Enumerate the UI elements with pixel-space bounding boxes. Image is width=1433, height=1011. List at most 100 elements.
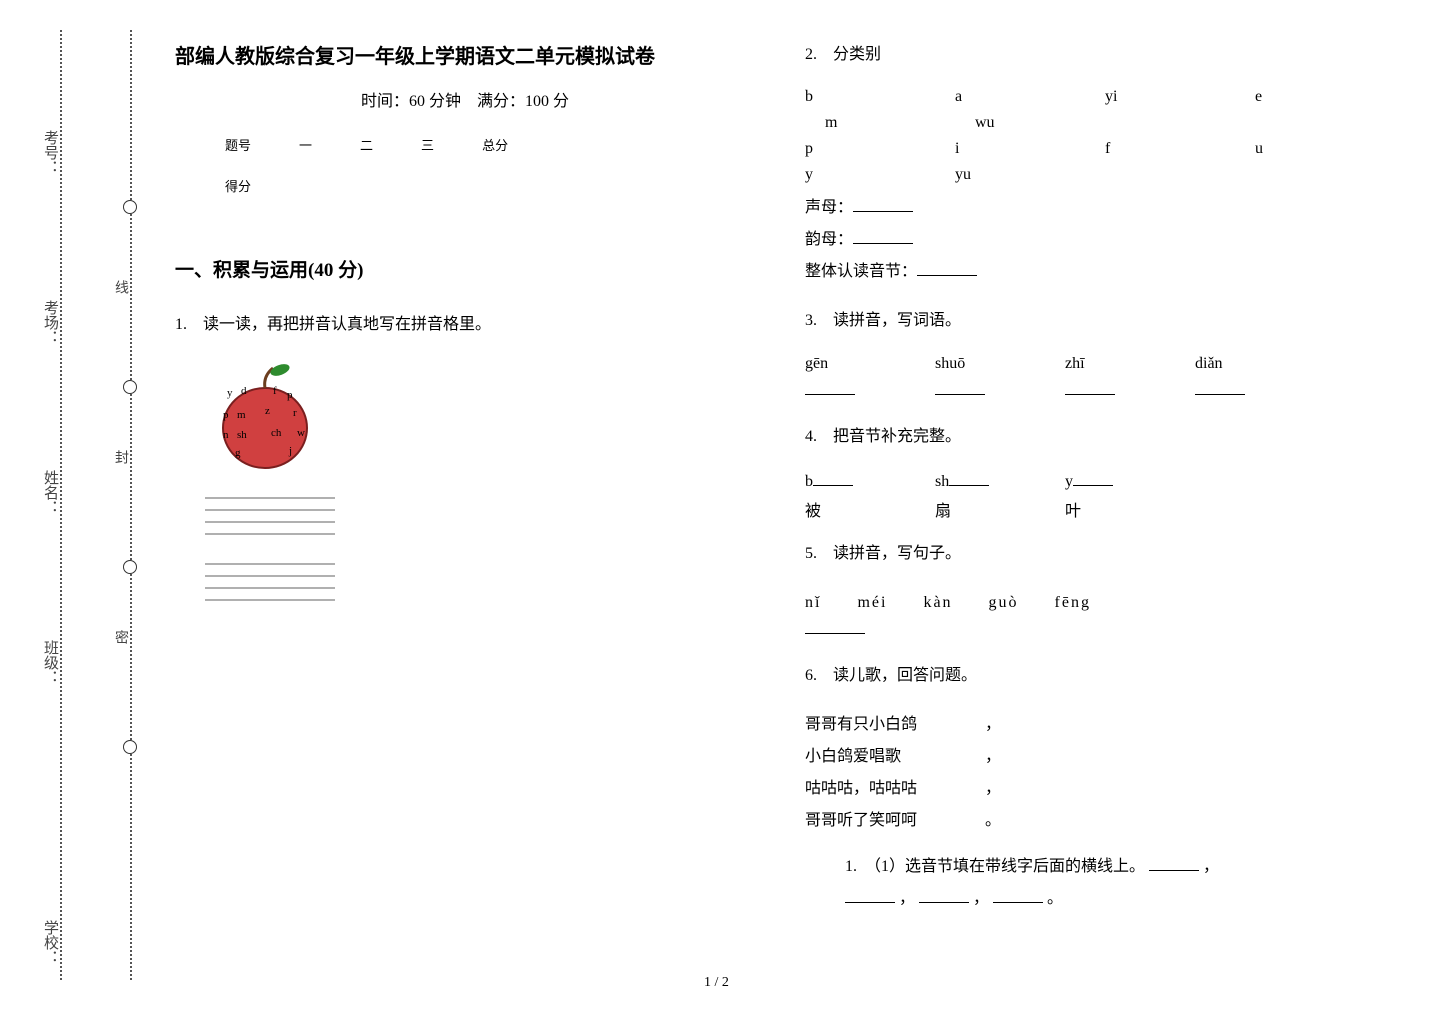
q4-item: sh [935,470,1015,491]
answer-line [205,509,335,511]
score-cell: 得分 [225,176,251,195]
label-zhengti: 整体认读音节： [805,263,917,280]
score-cell: 题号 [225,135,251,154]
question-4: 4. 把音节补充完整。 [805,422,1385,452]
pinyin-cell: f [1105,140,1255,158]
svg-text:sh: sh [237,429,247,441]
pinyin-grid-row3: p i f u [805,140,1385,158]
pinyin-grid-row1: b a yi e [805,88,1385,106]
label-yunmu: 韵母： [805,231,853,248]
svg-text:m: m [237,409,246,421]
svg-text:p: p [287,389,293,401]
svg-text:j: j [288,445,292,457]
svg-text:d: d [241,385,247,397]
q3-blank-row [805,379,1385,400]
seal-text-mi: 密 [110,630,130,662]
poem-punct: 。 [985,805,1001,837]
apple-diagram: y d f p p m z r n sh ch w g j [205,358,755,483]
q5-pinyin-sentence: nǐ méi kàn guò fēng [805,588,1385,612]
score-cell: 三 [421,135,434,154]
poem-text: 咕咕咕，咕咕咕 [805,773,985,805]
answer-line [205,599,335,601]
side-label-school: 学校： [40,920,61,965]
pinyin-cell: yi [1105,88,1255,106]
pinyin-word: zhī [1065,355,1145,373]
answer-line [205,533,335,535]
blank [845,887,895,903]
question-1: 1. 读一读，再把拼音认真地写在拼音格里。 [175,310,755,340]
question-5: 5. 读拼音，写句子。 [805,539,1385,569]
q3-pinyin-row: gēn shuō zhī diǎn [805,355,1385,373]
poem-line: 哥哥有只小白鸽， [805,709,1385,741]
pinyin-word: diǎn [1195,355,1275,373]
poem-text: 哥哥有只小白鸽 [805,709,985,741]
q4-pinyin-row: b sh y [805,470,1385,491]
answer-line [205,521,335,523]
pinyin-word: shuō [935,355,1015,373]
pinyin-cell: wu [975,114,1125,132]
poem-text: 哥哥听了笑呵呵 [805,805,985,837]
punct: ， [1203,858,1219,875]
pinyin-cell: i [955,140,1105,158]
blank [935,379,985,395]
side-label-exam-room: 考场： [40,300,61,345]
question-2: 2. 分类别 [805,40,1385,70]
pinyin-cell: m [825,114,975,132]
binding-line-inner [130,30,132,980]
right-column: 2. 分类别 b a yi e m wu p i f u y yu 声母： 韵母… [805,40,1385,915]
svg-text:z: z [265,405,270,417]
pinyin-cell: a [955,88,1105,106]
poem-line: 咕咕咕，咕咕咕， [805,773,1385,805]
pinyin-word: gēn [805,355,885,373]
poem-line: 哥哥听了笑呵呵。 [805,805,1385,837]
side-label-class: 班级： [40,640,61,685]
svg-text:ch: ch [271,427,282,439]
yunmu-line: 韵母： [805,224,1385,256]
poem-text: 小白鸽爱唱歌 [805,741,985,773]
punct: 。 [1047,890,1063,907]
q6-subquestion: 1. （1）选音节填在带线字后面的横线上。 ， ， ， 。 [845,851,1385,915]
punct: ， [899,890,915,907]
q4-item: y [1065,470,1145,491]
apple-icon: y d f p p m z r n sh ch w g j [205,358,325,478]
poem-punct: ， [985,741,1001,773]
punct: ， [973,890,989,907]
side-label-exam-id: 考号： [40,130,61,175]
score-header-row: 题号 一 二 三 总分 [225,135,755,154]
svg-text:r: r [293,407,297,419]
label-shengmu: 声母： [805,199,853,216]
score-cell: 总分 [482,135,508,154]
pinyin-cell: yu [955,166,1105,184]
hanzi: 扇 [935,497,1015,521]
poem-line: 小白鸽爱唱歌， [805,741,1385,773]
binding-hole [123,200,137,214]
page-number: 1 / 2 [0,975,1433,991]
q6-sub-text: 1. （1）选音节填在带线字后面的横线上。 [845,858,1145,875]
q4-item: b [805,470,885,491]
score-cell: 一 [299,135,312,154]
pinyin-cell: b [805,88,955,106]
blank [1195,379,1245,395]
pinyin-grid-row2: m wu [825,114,1385,132]
svg-text:g: g [235,447,241,459]
blank [1073,470,1113,486]
svg-text:n: n [223,429,229,441]
poem-punct: ， [985,709,1001,741]
poem-punct: ， [985,773,1001,805]
zhengti-line: 整体认读音节： [805,256,1385,288]
blank [805,379,855,395]
binding-hole [123,560,137,574]
score-value-row: 得分 [225,176,755,195]
svg-text:y: y [227,387,233,399]
pinyin-cell: y [805,166,955,184]
pinyin-grid-row4: y yu [805,166,1385,184]
question-3: 3. 读拼音，写词语。 [805,306,1385,336]
blank [853,196,913,212]
blank [919,887,969,903]
answer-line [205,575,335,577]
score-cell: 二 [360,135,373,154]
binding-hole [123,380,137,394]
answer-line [205,563,335,565]
section-heading: 一、积累与运用(40 分) [175,255,755,282]
pinyin-cell: p [805,140,955,158]
